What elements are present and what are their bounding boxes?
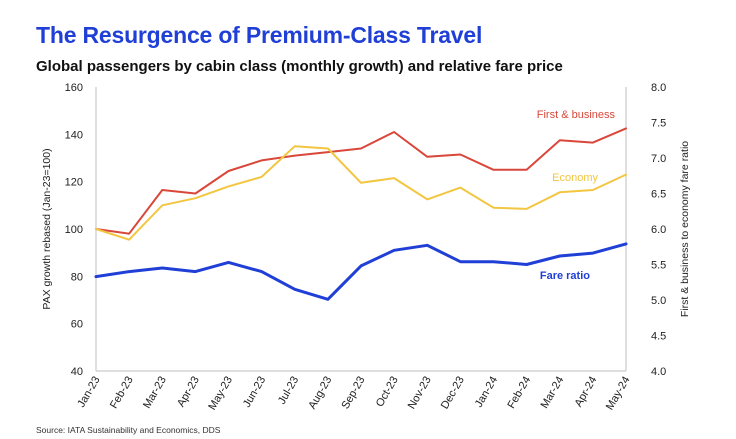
x-tick-label: Oct-23 <box>374 375 401 410</box>
x-tick-label: Jun-23 <box>241 375 268 410</box>
source-note: Source: IATA Sustainability and Economic… <box>36 425 221 435</box>
y-tick-label: 40 <box>71 366 83 378</box>
series-label: Economy <box>552 172 598 184</box>
y-tick-label: 160 <box>65 82 83 94</box>
y-tick-label: 80 <box>71 271 83 283</box>
series-line-fare-ratio <box>94 242 628 301</box>
x-tick-label: Feb-24 <box>505 375 533 411</box>
x-tick-label: Jan-23 <box>75 375 102 410</box>
y-axis-title: PAX growth rebased (Jan-23=100) <box>41 148 53 309</box>
series-label: Fare ratio <box>540 270 590 282</box>
x-tick-label: Jan-24 <box>473 375 500 410</box>
x-tick-label: Apr-24 <box>573 375 600 410</box>
chart-labels: First & business Economy Fare ratio <box>537 109 616 282</box>
x-tick-label: Aug-23 <box>306 375 334 412</box>
chart-lines <box>94 127 628 301</box>
chart-axes: 40 60 80 100 120 140 160 4.0 4.5 5.0 5.5 6.0 6.5 7.0 7… <box>41 82 691 412</box>
y-tick-label: 60 <box>71 319 83 331</box>
chart-subtitle: Global passengers by cabin class (monthl… <box>36 58 563 75</box>
y2-tick-label: 6.5 <box>651 189 666 201</box>
y-tick-label: 120 <box>65 177 83 189</box>
x-tick-label: May-24 <box>604 375 633 413</box>
y2-tick-label: 6.0 <box>651 224 666 236</box>
x-tick-label: Mar-23 <box>141 375 169 411</box>
y2-tick-label: 5.5 <box>651 260 666 272</box>
x-tick-label: Sep-23 <box>339 375 367 412</box>
x-tick-label: Feb-23 <box>108 375 136 411</box>
y2-tick-label: 4.0 <box>651 366 666 378</box>
x-tick-label: Jul-23 <box>276 375 301 407</box>
y2-tick-label: 8.0 <box>651 82 666 94</box>
y-tick-label: 140 <box>65 129 83 141</box>
x-tick-label: Apr-23 <box>175 375 202 410</box>
y2-tick-label: 4.5 <box>651 331 666 343</box>
x-tick-label: Mar-24 <box>539 375 567 411</box>
x-tick-label: Dec-23 <box>439 375 467 412</box>
y2-axis-title: First & business to economy fare ratio <box>679 141 691 317</box>
y2-tick-label: 7.0 <box>651 153 666 165</box>
x-tick-label: Nov-23 <box>406 375 434 412</box>
chart-title: The Resurgence of Premium-Class Travel <box>36 22 483 48</box>
y2-tick-label: 7.5 <box>651 118 666 130</box>
series-label: First & business <box>537 109 616 121</box>
x-tick-label: May-23 <box>206 375 235 413</box>
series-line-economy <box>95 145 627 241</box>
y-tick-label: 100 <box>65 224 83 236</box>
series-line-first-business <box>95 127 627 235</box>
y2-tick-label: 5.0 <box>651 295 666 307</box>
